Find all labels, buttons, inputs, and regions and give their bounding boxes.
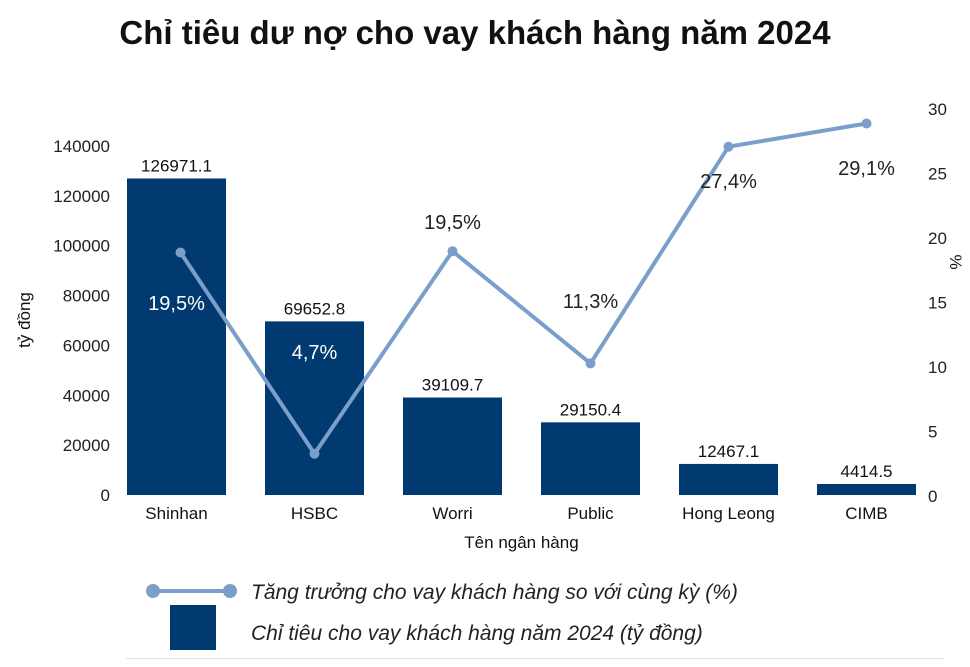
y-tick-label: 140000 bbox=[53, 137, 110, 156]
legend-line-label: Tăng trưởng cho vay khách hàng so với cù… bbox=[251, 581, 738, 604]
bar-value-label: 39109.7 bbox=[422, 376, 483, 395]
bar-value-label: 12467.1 bbox=[698, 442, 759, 461]
growth-point bbox=[447, 246, 458, 257]
y2-tick-label: 30 bbox=[928, 100, 947, 119]
bar-cimb bbox=[817, 483, 916, 495]
x-tick-label: Shinhan bbox=[145, 504, 207, 523]
legend-line-marker bbox=[223, 584, 237, 598]
x-tick-label: Hong Leong bbox=[682, 504, 775, 523]
y2-tick-label: 0 bbox=[928, 487, 937, 506]
bar-value-label: 4414.5 bbox=[841, 462, 893, 481]
legend-bar-label: Chỉ tiêu cho vay khách hàng năm 2024 (tỷ… bbox=[251, 622, 703, 645]
x-axis-title: Tên ngân hàng bbox=[464, 533, 578, 552]
y2-tick-label: 25 bbox=[928, 165, 947, 184]
bar-value-label: 29150.4 bbox=[560, 400, 621, 419]
y2-tick-label: 20 bbox=[928, 229, 947, 248]
y2-tick-label: 10 bbox=[928, 358, 947, 377]
bar-shinhan bbox=[127, 178, 226, 495]
y2-tick-label: 15 bbox=[928, 294, 947, 313]
y-tick-label: 0 bbox=[101, 486, 110, 505]
bars-layer bbox=[127, 178, 916, 495]
bar-worri bbox=[403, 397, 502, 495]
growth-point bbox=[723, 141, 734, 152]
growth-value-label: 11,3% bbox=[563, 291, 618, 313]
x-tick-label: CIMB bbox=[845, 504, 888, 523]
bottom-divider bbox=[126, 658, 944, 659]
line-layer bbox=[175, 118, 872, 459]
growth-value-label: 19,5% bbox=[148, 293, 205, 315]
growth-point bbox=[861, 118, 872, 129]
x-tick-label: Worri bbox=[432, 504, 472, 523]
y-tick-label: 60000 bbox=[63, 336, 110, 355]
y-axis-title: tỷ đồng bbox=[15, 292, 34, 348]
growth-value-label: 29,1% bbox=[838, 158, 895, 180]
growth-line bbox=[178, 121, 869, 456]
growth-point bbox=[175, 247, 186, 258]
legend-line-marker bbox=[146, 584, 160, 598]
bar-hong-leong bbox=[679, 463, 778, 495]
bar-public bbox=[541, 422, 640, 495]
x-tick-label: HSBC bbox=[291, 504, 338, 523]
y-tick-label: 80000 bbox=[63, 287, 110, 306]
y-tick-label: 20000 bbox=[63, 436, 110, 455]
y2-tick-label: 5 bbox=[928, 423, 937, 442]
growth-point bbox=[309, 448, 320, 459]
labels-layer: 126971.1 69652.8 39109.7 29150.4 12467.1 4414… bbox=[141, 156, 895, 481]
growth-value-label: 27,4% bbox=[700, 171, 757, 193]
axes-layer: 0 20000 40000 60000 80000 100000 120000 140000 0… bbox=[15, 100, 965, 552]
growth-point bbox=[585, 358, 596, 369]
x-tick-label: Public bbox=[567, 504, 614, 523]
y2-axis-title: % bbox=[946, 254, 965, 269]
y-tick-label: 120000 bbox=[53, 187, 110, 206]
growth-value-label: 19,5% bbox=[424, 212, 481, 234]
growth-value-label: 4,7% bbox=[292, 342, 338, 364]
bar-value-label: 69652.8 bbox=[284, 299, 345, 318]
y-tick-label: 40000 bbox=[63, 386, 110, 405]
y-tick-label: 100000 bbox=[53, 237, 110, 256]
chart-title: Chỉ tiêu dư nợ cho vay khách hàng năm 20… bbox=[119, 14, 831, 51]
bar-value-label: 126971.1 bbox=[141, 156, 212, 175]
legend-bar-swatch bbox=[170, 605, 216, 650]
legend: Tăng trưởng cho vay khách hàng so với cù… bbox=[146, 581, 738, 650]
